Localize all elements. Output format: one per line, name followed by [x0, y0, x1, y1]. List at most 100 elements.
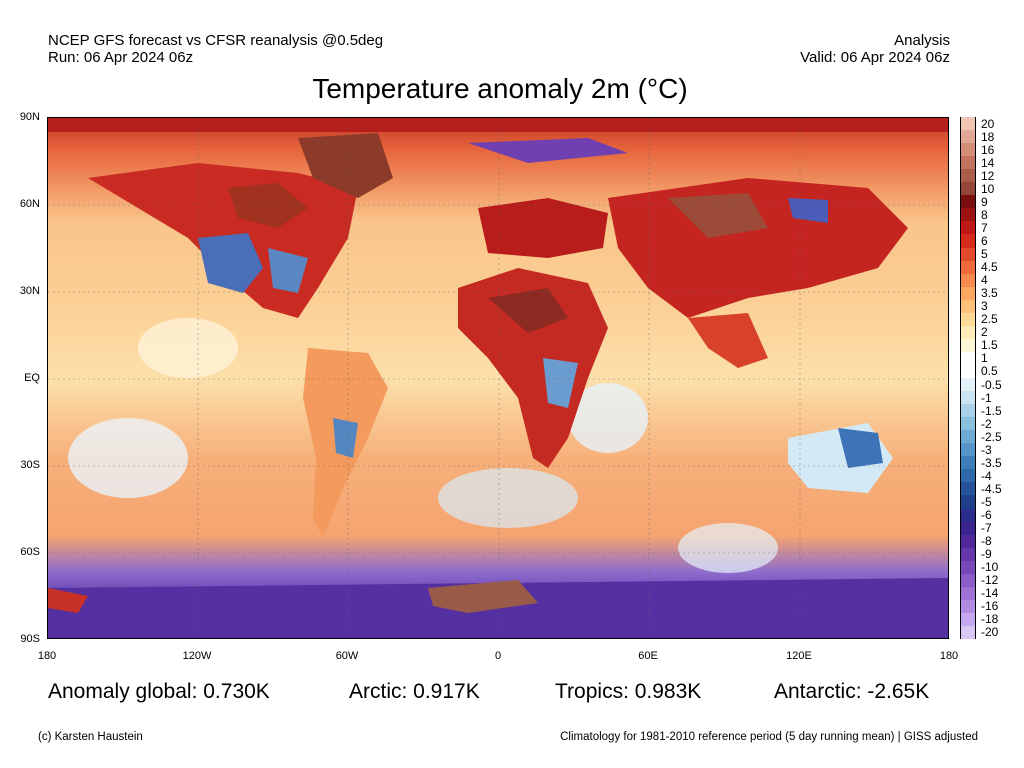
colorbar-label: -6: [981, 508, 992, 523]
colorbar-label: -4: [981, 468, 992, 483]
colorbar-swatch: [960, 338, 976, 353]
colorbar-label: 9: [981, 194, 988, 209]
colorbar-label: 2.5: [981, 312, 998, 327]
colorbar-label: -2: [981, 416, 992, 431]
colorbar-label: -1: [981, 390, 992, 405]
header-analysis-text: Analysis: [894, 32, 950, 49]
colorbar-swatch: [960, 469, 976, 483]
stat-global: Anomaly global: 0.730K: [48, 680, 270, 703]
header-valid-text: Valid: 06 Apr 2024 06z: [800, 49, 950, 66]
lat-label-60n: 60N: [19, 198, 40, 210]
colorbar-swatch: [960, 391, 976, 405]
colorbar-label: -3: [981, 442, 992, 457]
colorbar-label: -3.5: [981, 455, 1002, 470]
colorbar-swatch: [960, 521, 976, 536]
colorbar-label: -4.5: [981, 481, 1002, 496]
anomaly-map-graphic: [48, 118, 948, 638]
colorbar-swatch: [960, 508, 976, 523]
colorbar-label: -16: [981, 599, 999, 614]
colorbar-label: 20: [981, 116, 995, 131]
colorbar-label: 18: [981, 129, 995, 144]
colorbar-label: 8: [981, 207, 988, 222]
colorbar-swatch: [960, 430, 976, 444]
colorbar-label: -5: [981, 494, 992, 509]
colorbar-swatch: [960, 612, 976, 627]
anomaly-map: [47, 117, 949, 639]
colorbar-swatch: [960, 534, 976, 549]
lat-label-60s: 60S: [20, 546, 40, 558]
colorbar-label: -1.5: [981, 403, 1002, 418]
colorbar-swatch: [960, 417, 976, 431]
colorbar-swatch: [960, 599, 976, 614]
lon-label-0: 0: [494, 650, 502, 662]
colorbar-swatch: [960, 586, 976, 601]
colorbar-label: -0.5: [981, 377, 1002, 392]
colorbar-swatch: [960, 195, 976, 209]
colorbar-label: -2.5: [981, 429, 1002, 444]
colorbar-swatch: [960, 299, 976, 314]
colorbar-swatch: [960, 547, 976, 562]
footer-credit: (c) Karsten Haustein: [38, 731, 143, 743]
colorbar-swatch: [960, 182, 976, 196]
lat-label-eq: EQ: [24, 372, 40, 384]
colorbar-label: 4.5: [981, 260, 998, 275]
colorbar-label: 1: [981, 351, 988, 366]
colorbar-swatch: [960, 247, 976, 262]
colorbar-swatch: [960, 351, 976, 366]
colorbar-swatch: [960, 234, 976, 248]
colorbar-label: 10: [981, 181, 995, 196]
colorbar-swatch: [960, 456, 976, 470]
colorbar-swatch: [960, 573, 976, 588]
colorbar-swatch: [960, 208, 976, 222]
colorbar-label: -10: [981, 560, 999, 575]
lat-label-90s: 90S: [20, 633, 40, 645]
colorbar-swatch: [960, 117, 976, 131]
lon-label-120e: 120E: [786, 650, 812, 662]
colorbar-swatch: [960, 221, 976, 235]
colorbar-label: 6: [981, 233, 988, 248]
lon-label-180w: 180: [37, 650, 57, 662]
colorbar-swatch: [960, 482, 976, 496]
lon-label-60e: 60E: [638, 650, 658, 662]
colorbar-label: 2: [981, 325, 988, 340]
lon-label-60w: 60W: [335, 650, 359, 662]
colorbar-label: 3.5: [981, 286, 998, 301]
colorbar-swatch: [960, 443, 976, 457]
colorbar-label: -18: [981, 612, 999, 627]
colorbar-swatch: [960, 143, 976, 157]
colorbar-label: 16: [981, 142, 995, 157]
lon-label-180e: 180: [939, 650, 959, 662]
colorbar-swatch: [960, 286, 976, 301]
colorbar-swatch: [960, 378, 976, 392]
colorbar-label: 12: [981, 168, 995, 183]
colorbar-label: 7: [981, 220, 988, 235]
header-model-text: NCEP GFS forecast vs CFSR reanalysis @0.…: [48, 32, 384, 49]
header-run-text: Run: 06 Apr 2024 06z: [48, 49, 194, 66]
lat-label-90n: 90N: [19, 111, 40, 123]
colorbar-label: -9: [981, 547, 992, 562]
colorbar-swatch: [960, 273, 976, 288]
stat-antarctic: Antarctic: -2.65K: [774, 680, 930, 703]
stat-tropics: Tropics: 0.983K: [555, 680, 702, 703]
map-title: Temperature anomaly 2m (°C): [312, 73, 688, 104]
colorbar-label: -14: [981, 586, 999, 601]
colorbar-label: 4: [981, 273, 988, 288]
lat-label-30n: 30N: [19, 285, 40, 297]
colorbar-label: 3: [981, 299, 988, 314]
footer-climatology-note: Climatology for 1981-2010 reference peri…: [560, 731, 978, 743]
colorbar-swatch: [960, 404, 976, 418]
colorbar-swatch: [960, 156, 976, 170]
colorbar-swatch: [960, 325, 976, 340]
lat-label-30s: 30S: [20, 459, 40, 471]
colorbar-swatch: [960, 260, 976, 275]
colorbar-swatch: [960, 130, 976, 144]
colorbar-label: -7: [981, 521, 992, 536]
stat-arctic: Arctic: 0.917K: [349, 680, 480, 703]
colorbar-label: -8: [981, 534, 992, 549]
lon-label-120w: 120W: [182, 650, 212, 662]
colorbar-swatch: [960, 560, 976, 575]
colorbar-label: -12: [981, 573, 999, 588]
colorbar-label: 0.5: [981, 364, 998, 379]
colorbar-label: 14: [981, 155, 995, 170]
colorbar-swatch: [960, 169, 976, 183]
